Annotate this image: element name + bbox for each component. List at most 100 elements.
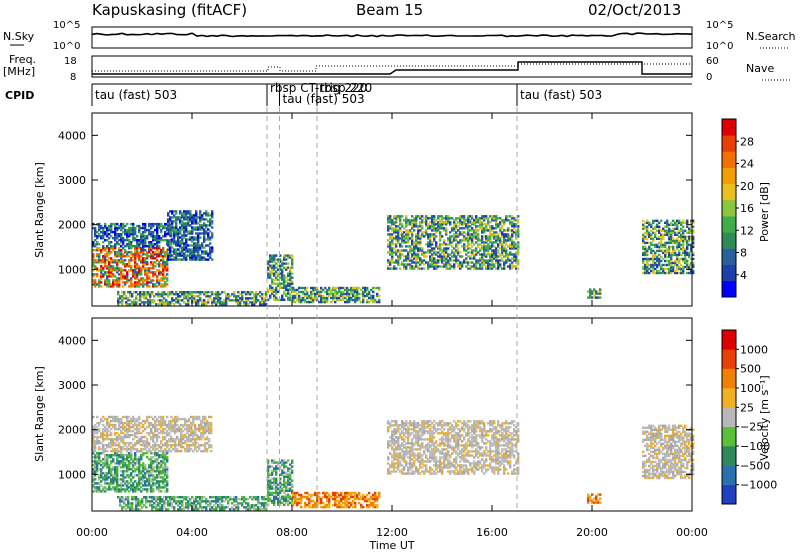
heatmap-cell — [511, 217, 514, 220]
heatmap-cell — [451, 229, 454, 232]
heatmap-cell — [147, 500, 150, 503]
heatmap-cell — [201, 244, 204, 247]
heatmap-cell — [164, 464, 167, 467]
heatmap-cell — [128, 245, 131, 248]
heatmap-cell — [485, 229, 488, 232]
heatmap-cell — [459, 227, 462, 230]
heatmap-cell — [499, 263, 502, 266]
heatmap-cell — [413, 249, 416, 252]
heatmap-cell — [104, 257, 107, 260]
heatmap-cell — [130, 421, 133, 425]
heatmap-cell — [203, 236, 206, 239]
heatmap-cell — [142, 440, 145, 443]
heatmap-cell — [680, 235, 683, 238]
heatmap-cell — [310, 300, 313, 304]
heatmap-cell — [465, 257, 468, 260]
heatmap-cell — [179, 250, 182, 253]
heatmap-cell — [208, 438, 211, 441]
heatmap-cell — [441, 217, 444, 220]
heatmap-cell — [501, 243, 504, 246]
heatmap-cell — [199, 220, 202, 223]
heatmap-cell — [411, 239, 414, 242]
heatmap-cell — [291, 260, 294, 263]
heatmap-cell — [188, 446, 191, 449]
heatmap-cell — [656, 219, 659, 222]
heatmap-cell — [180, 433, 183, 437]
heatmap-cell — [126, 243, 129, 246]
heatmap-cell — [94, 233, 97, 236]
heatmap-cell — [437, 265, 440, 268]
heatmap-cell — [152, 253, 155, 256]
heatmap-cell — [217, 301, 220, 304]
heatmap-cell — [156, 464, 159, 467]
heatmap-cell — [108, 247, 111, 250]
heatmap-cell — [433, 215, 436, 218]
heatmap-cell — [211, 291, 214, 294]
heatmap-cell — [201, 246, 204, 249]
heatmap-cell — [104, 279, 107, 282]
heatmap-cell — [417, 215, 420, 218]
heatmap-cell — [167, 218, 170, 221]
heatmap-cell — [285, 292, 288, 295]
heatmap-cell — [166, 476, 169, 479]
heatmap-cell — [112, 476, 115, 479]
heatmap-cell — [102, 226, 105, 230]
heatmap-cell — [646, 227, 649, 230]
heatmap-cell — [201, 258, 204, 261]
heatmap-cell — [235, 301, 238, 304]
heatmap-cell — [173, 256, 176, 259]
heatmap-cell — [210, 423, 213, 427]
heatmap-cell — [185, 228, 188, 231]
heatmap-cell — [156, 468, 159, 471]
heatmap-cell — [471, 257, 474, 260]
heatmap-cell — [173, 230, 176, 233]
heatmap-cell — [263, 297, 266, 300]
heatmap-cell — [483, 253, 486, 256]
heatmap-cell — [204, 429, 207, 433]
heatmap-cell — [154, 476, 157, 479]
heatmap-cell — [501, 247, 504, 250]
heatmap-cell — [473, 249, 476, 252]
heatmap-cell — [485, 237, 488, 240]
heatmap-cell — [251, 291, 254, 294]
heatmap-cell — [469, 229, 472, 232]
heatmap-cell — [110, 271, 113, 274]
heatmap-cell — [177, 508, 180, 511]
heatmap-cell — [156, 239, 159, 242]
heatmap-cell — [110, 247, 113, 250]
heatmap-cell — [197, 303, 200, 306]
heatmap-cell — [194, 448, 197, 451]
heatmap-cell — [346, 294, 349, 298]
heatmap-cell — [100, 442, 103, 445]
heatmap-cell — [208, 427, 211, 431]
heatmap-cell — [156, 466, 159, 469]
heatmap-cell — [125, 508, 128, 511]
heatmap-cell — [196, 438, 199, 441]
heatmap-cell — [233, 293, 236, 296]
heatmap-cell — [200, 423, 203, 427]
heatmap-cell — [411, 223, 414, 226]
noise-panel: N.Sky 10^5 10^0 10^5 10^0 N.Search — [3, 20, 796, 52]
heatmap-cell — [196, 417, 199, 421]
heatmap-cell — [142, 480, 145, 483]
heatmap-cell — [187, 291, 190, 294]
heatmap-cell — [125, 297, 128, 300]
heatmap-cell — [433, 265, 436, 268]
heatmap-cell — [271, 256, 274, 259]
heatmap-cell — [96, 237, 99, 240]
heatmap-cell — [178, 438, 181, 441]
heatmap-cell — [443, 257, 446, 260]
heatmap-cell — [136, 431, 139, 435]
heatmap-cell — [405, 259, 408, 262]
heatmap-cell — [686, 253, 689, 257]
heatmap-cell — [96, 283, 99, 286]
heatmap-cell — [110, 472, 113, 475]
heatmap-cell — [471, 245, 474, 248]
heatmap-cell — [197, 246, 200, 249]
heatmap-cell — [154, 261, 157, 264]
heatmap-cell — [96, 247, 99, 250]
heatmap-cell — [152, 474, 155, 477]
heatmap-cell — [443, 253, 446, 256]
heatmap-cell — [106, 253, 109, 256]
heatmap-cell — [499, 237, 502, 240]
